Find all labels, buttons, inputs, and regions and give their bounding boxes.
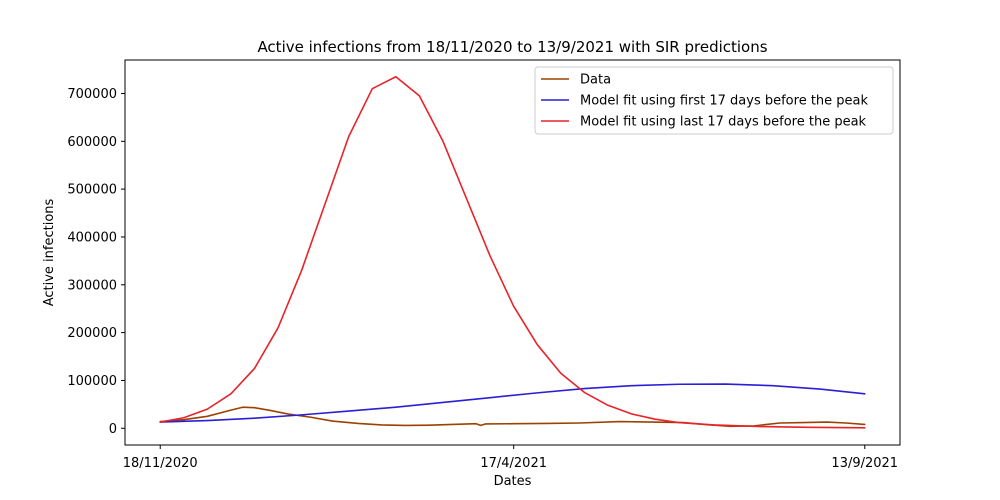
series-layer [159,75,866,429]
x-tick-label: 18/11/2020 [123,456,198,471]
y-tick-label: 700000 [67,87,117,102]
legend-label-1: Data [580,73,611,88]
legend-label-3: Model fit using last 17 days before the … [580,115,867,130]
y-tick-label: 0 [109,422,117,437]
plot-frame [124,59,901,446]
x-tick-label: 13/9/2021 [831,456,898,471]
y-tick-label: 600000 [67,135,117,150]
y-tick-label: 400000 [67,230,117,245]
legend: Data Model fit using first 17 days before… [534,66,894,135]
x-tick-label: 17/4/2021 [480,456,547,471]
y-tick-label: 100000 [67,374,117,389]
x-axis-label: Dates [494,474,532,489]
series-line-3 [159,75,866,429]
y-axis-ticks: 0 100000 200000 300000 400000 500000 600000 700… [67,87,125,437]
y-axis-label: Active infections [42,198,57,306]
x-axis-ticks: 18/11/2020 17/4/2021 13/9/2021 [123,445,898,471]
y-tick-label: 200000 [67,326,117,341]
legend-box [534,66,894,135]
y-tick-label: 300000 [67,278,117,293]
legend-label-2: Model fit using first 17 days before the… [580,94,869,109]
series-line-2 [159,383,866,423]
y-tick-label: 500000 [67,183,117,198]
chart-title: Active infections from 18/11/2020 to 13/… [257,38,767,56]
